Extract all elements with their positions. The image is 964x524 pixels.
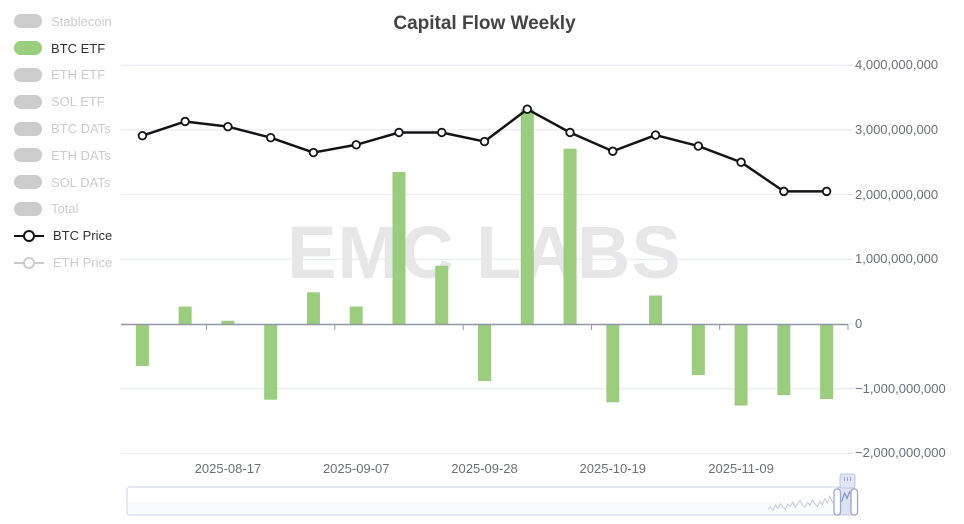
btc-price-marker (779, 186, 789, 197)
y-axis-label: 0 (855, 316, 863, 331)
legend-label: Stablecoin (51, 13, 112, 29)
legend-swatch-icon (14, 14, 42, 29)
y-axis-label: 2,000,000,000 (855, 186, 939, 202)
y-axis-label: −2,000,000,000 (855, 445, 946, 461)
legend-swatch-icon (14, 94, 42, 109)
datazoom-handle-right[interactable] (850, 488, 859, 516)
x-axis-label: 2025-10-19 (579, 461, 647, 476)
bar-btc-etf (777, 324, 791, 396)
bar-btc-etf (691, 324, 705, 376)
bar-btc-etf (520, 109, 534, 324)
btc-price-marker (351, 140, 361, 150)
btc-price-marker (223, 121, 233, 132)
btc-price-marker (693, 141, 704, 151)
bar-btc-etf (306, 292, 320, 324)
y-axis-label: −1,000,000,000 (855, 380, 946, 396)
legend-item-btc-etf[interactable]: BTC ETF (14, 35, 112, 62)
bar-btc-etf (178, 306, 192, 324)
legend-label: BTC ETF (51, 40, 106, 56)
bar-btc-etf (392, 171, 406, 324)
legend-item-btc-dats[interactable]: BTC DATs (14, 115, 112, 142)
legend-item-total[interactable]: Total (14, 196, 112, 223)
btc-price-marker (736, 157, 746, 167)
legend-item-sol-etf[interactable]: SOL ETF (14, 88, 112, 115)
legend-label: BTC DATs (51, 121, 111, 137)
x-axis-label: 2025-09-28 (451, 461, 518, 476)
x-axis-label: 2025-09-07 (322, 461, 390, 476)
y-axis-label: 4,000,000,000 (855, 57, 939, 73)
legend-label: BTC Price (53, 228, 113, 244)
legend-label: ETH ETF (51, 67, 106, 83)
legend-swatch-icon (14, 41, 42, 56)
legend-item-stablecoin[interactable]: Stablecoin (14, 8, 112, 35)
legend-item-sol-dats[interactable]: SOL DATs (14, 169, 112, 196)
btc-price-marker (265, 132, 276, 143)
datazoom-track[interactable] (126, 486, 856, 516)
watermark: EMC LABS (287, 211, 682, 294)
bar-btc-etf (221, 320, 235, 324)
legend-item-eth-etf[interactable]: ETH ETF (14, 62, 112, 89)
y-axis-label: 1,000,000,000 (855, 251, 939, 267)
btc-price-marker (394, 127, 404, 138)
btc-price-marker (522, 104, 532, 114)
bar-btc-etf (435, 265, 449, 324)
btc-price-marker (608, 146, 618, 156)
legend-swatch-icon (14, 67, 42, 82)
btc-price-marker (437, 127, 447, 138)
legend-label: Total (51, 201, 79, 217)
btc-price-marker (565, 127, 575, 138)
bar-btc-etf (563, 148, 577, 324)
btc-price-marker (308, 147, 319, 158)
bar-btc-etf (349, 306, 363, 324)
legend-item-btc-price[interactable]: BTC Price (14, 222, 112, 249)
legend-label: ETH DATs (51, 147, 111, 163)
btc-price-marker (821, 186, 832, 197)
btc-price-line (141, 107, 827, 193)
bar-btc-etf (606, 324, 620, 403)
bar-btc-etf (478, 324, 491, 381)
bar-btc-etf (264, 324, 278, 400)
legend-label: SOL DATs (51, 174, 111, 190)
chart-title: Capital Flow Weekly (393, 13, 576, 34)
legend-swatch-icon (14, 201, 42, 216)
btc-price-marker (650, 130, 661, 140)
legend-item-eth-dats[interactable]: ETH DATs (14, 142, 112, 169)
legend-line-marker-icon (14, 256, 44, 270)
bar-btc-etf (649, 295, 663, 324)
legend-item-eth-price[interactable]: ETH Price (14, 249, 112, 276)
legend-swatch-icon (14, 148, 42, 163)
legend: Stablecoin BTC ETF ETH ETF SOL ETF BTC DATs E… (14, 8, 112, 276)
bar-btc-etf (734, 324, 748, 406)
btc-price-marker (479, 136, 490, 147)
y-axis-label: 3,000,000,000 (855, 121, 939, 137)
btc-price-marker (180, 116, 190, 127)
bar-btc-etf (135, 324, 149, 367)
x-axis-label: 2025-11-09 (708, 461, 774, 476)
legend-swatch-icon (14, 121, 42, 136)
btc-price-marker (137, 131, 148, 141)
x-axis-label: 2025-08-17 (194, 461, 262, 476)
bar-btc-etf (820, 324, 834, 400)
legend-label: SOL ETF (51, 94, 105, 110)
legend-label: ETH Price (53, 255, 113, 271)
legend-line-marker-icon (14, 229, 44, 243)
legend-swatch-icon (14, 175, 42, 190)
datazoom-handle-left[interactable] (833, 488, 842, 516)
